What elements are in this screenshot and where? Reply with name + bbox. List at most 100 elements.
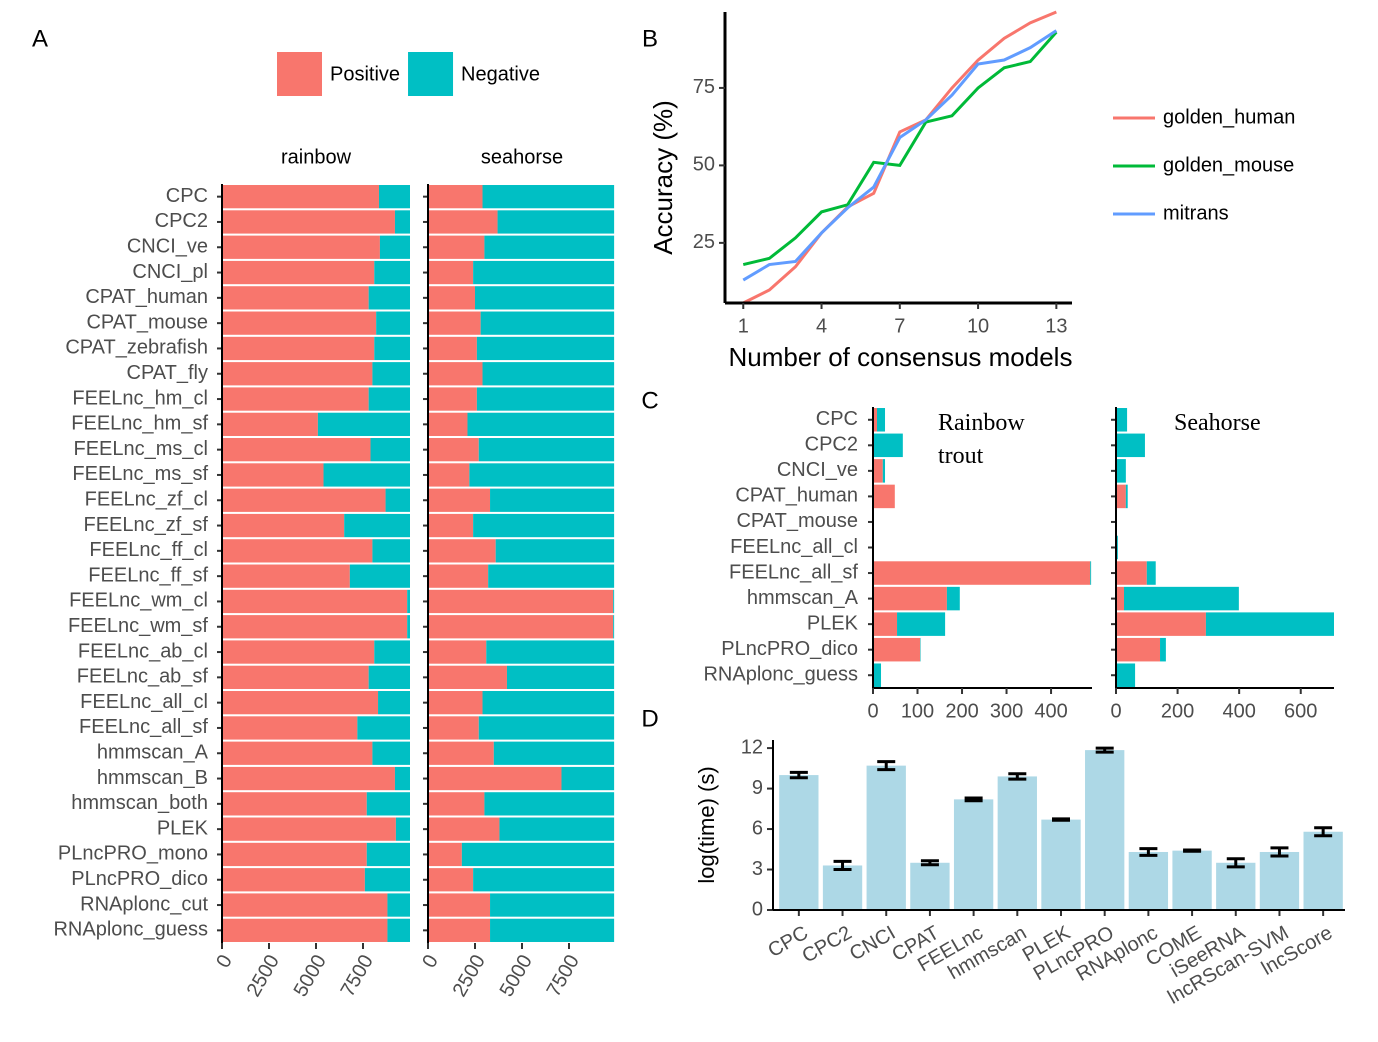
bar-segment [499,817,615,841]
category-label: PLncPRO_mono [58,843,208,865]
bar-segment [374,336,410,361]
bar-segment [407,615,410,639]
bar-segment [497,210,615,234]
bar-segment [561,766,615,791]
bar-segment [222,513,345,538]
category-label: CNCI_ve [127,236,208,258]
bar-segment [428,741,494,765]
x-tick-label: 1 [738,315,749,337]
bar-segment [222,185,379,209]
bar-segment [1205,612,1334,636]
category-label: FEELnc_hm_cl [72,387,208,409]
bar-segment [428,842,462,867]
bar-segment [1116,612,1206,636]
bar-segment [1146,561,1156,585]
bar-segment [364,868,410,892]
bar-segment [323,463,410,487]
bar-segment [222,766,395,791]
bar [1172,850,1212,910]
panel-label: D [641,705,658,732]
bar-segment [1116,586,1125,611]
x-axis-title: Number of consensus models [729,342,1073,372]
bar-segment [490,488,615,512]
bar-segment [222,691,379,715]
bar-segment [1160,637,1166,662]
bar-segment [428,311,481,335]
bar-segment [428,185,483,209]
category-label: CPAT_zebrafish [65,337,208,359]
category-label: RNAplonc_guess [53,919,208,941]
bar-segment [222,286,369,310]
error-bar [789,770,808,780]
bar-segment [222,918,388,942]
category-label: CPAT_human [735,485,858,507]
category-label: PLEK [807,612,859,634]
y-axis-title: log(time) (s) [694,766,719,883]
y-tick-label: 25 [693,231,715,253]
bar [1085,750,1125,910]
bar-segment [873,433,903,458]
error-bar [833,859,852,872]
error-bar [964,796,983,803]
bar-segment [1124,586,1239,611]
bar-segment [428,260,474,285]
category-label: CPAT_mouse [86,311,208,333]
bar-segment [882,459,886,483]
bar-segment [428,362,483,386]
bar [1259,851,1300,910]
category-label: FEELnc_ff_cl [89,539,208,561]
bar-segment [370,438,410,462]
x-tick-label: 10 [967,315,989,337]
bar-segment [222,615,408,639]
bar-segment [428,463,470,487]
bar-segment [873,561,1091,585]
bar-segment [222,362,373,386]
bar-segment [877,408,886,432]
bar-segment [1090,561,1092,585]
bar-segment [1116,561,1147,585]
bar [1303,831,1343,910]
x-tick-label: 200 [945,700,978,722]
bar-segment [428,716,479,740]
y-tick-label: 6 [752,817,763,839]
category-label: CPAT_fly [127,362,209,384]
bar-segment [222,438,371,462]
y-tick-label: 75 [693,76,715,98]
category-label: hmmscan_A [747,587,859,609]
bar-segment [1116,408,1128,432]
bar [1216,862,1256,910]
bar-segment [428,235,485,259]
facet-title: Seahorse [1174,410,1261,436]
bar-segment [428,817,500,841]
category-label: hmmscan_both [71,792,208,814]
facet-title-box: Seahorse [1174,410,1261,436]
bar-segment [428,918,491,942]
y-tick-label: 9 [752,777,763,799]
series-line [742,29,1058,282]
bar-segment [428,336,477,361]
bar-segment [222,868,365,892]
error-bar [1226,857,1245,869]
bar-segment [366,842,410,867]
bar-segment [222,488,386,512]
bar-segment [222,792,367,816]
legend-swatch [277,52,322,96]
bar-segment [222,260,375,285]
bar-segment [428,640,487,664]
error-bar [920,859,939,867]
legend-label: golden_human [1163,106,1295,128]
bar-segment [484,792,615,816]
panel-label: B [642,25,658,52]
bar [822,865,863,910]
x-tick-label: 2500 [243,951,284,1001]
category-label: RNAplonc_cut [80,893,208,915]
y-axis-title: Accuracy (%) [648,100,678,255]
bar-segment [222,336,375,361]
bar-segment [428,615,614,639]
category-label: FEELnc_all_sf [79,716,208,738]
y-tick-label: 0 [752,898,763,920]
error-bar [1052,817,1070,822]
bar-segment [428,868,474,892]
bar [997,776,1037,910]
